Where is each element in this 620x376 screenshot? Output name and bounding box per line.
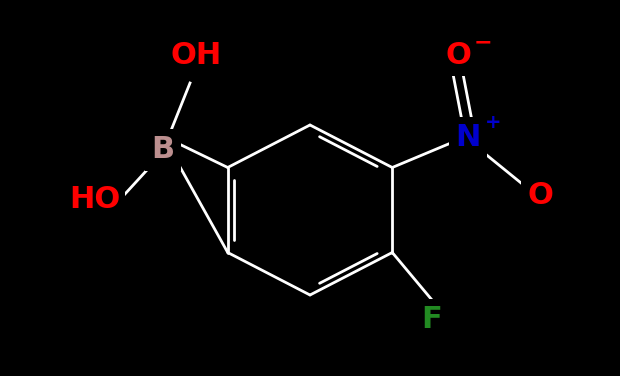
Text: HO: HO (69, 185, 121, 214)
Text: N: N (455, 123, 480, 153)
Text: +: + (485, 112, 501, 132)
Text: OH: OH (170, 41, 221, 70)
Text: B: B (151, 135, 175, 165)
Text: O: O (527, 180, 553, 209)
Text: F: F (422, 305, 443, 335)
Text: −: − (474, 32, 492, 52)
Text: O: O (445, 41, 471, 70)
